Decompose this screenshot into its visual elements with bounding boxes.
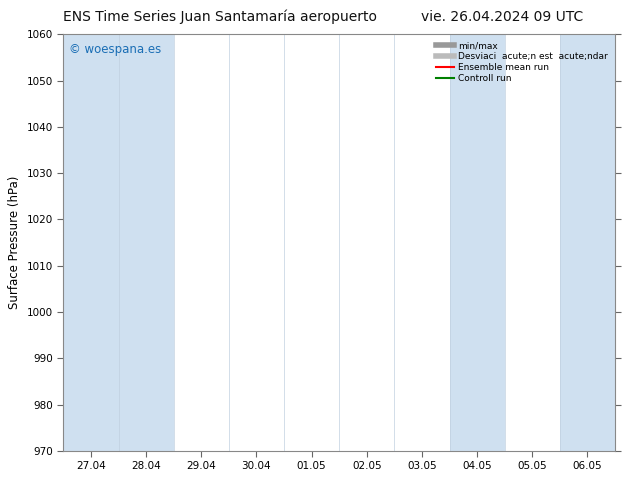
Text: vie. 26.04.2024 09 UTC: vie. 26.04.2024 09 UTC (421, 10, 583, 24)
Text: © woespana.es: © woespana.es (69, 43, 161, 56)
Bar (560, 34, 615, 451)
Bar (63, 34, 174, 451)
Bar (450, 34, 505, 451)
Y-axis label: Surface Pressure (hPa): Surface Pressure (hPa) (8, 176, 21, 309)
Text: ENS Time Series Juan Santamaría aeropuerto: ENS Time Series Juan Santamaría aeropuer… (63, 10, 377, 24)
Legend: min/max, Desviaci  acute;n est  acute;ndar, Ensemble mean run, Controll run: min/max, Desviaci acute;n est acute;ndar… (434, 39, 611, 86)
